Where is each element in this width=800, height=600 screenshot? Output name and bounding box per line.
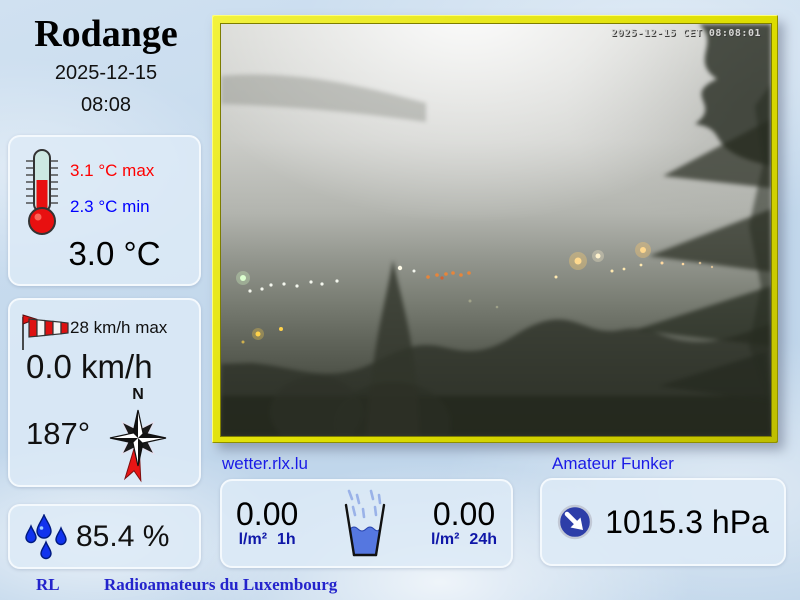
temperature-panel: 3.1 °C max 2.3 °C min 3.0 °C xyxy=(8,135,201,286)
station-date: 2025-12-15 xyxy=(54,62,158,84)
webcam-timestamp: 2025-12-15 CET 08:08:01 xyxy=(611,28,761,39)
wind-max: 28 km/h max xyxy=(70,318,168,337)
amateur-funker-link[interactable]: Amateur Funker xyxy=(552,454,674,473)
wind-direction: 187° xyxy=(26,416,91,451)
humidity-value: 85.4 % xyxy=(76,520,170,553)
pressure-panel: 1015.3 hPa xyxy=(540,478,786,566)
footer-rl-link[interactable]: RL xyxy=(36,575,60,594)
webcam-frame: 2025-12-15 CET 08:08:01 xyxy=(212,15,778,443)
water-drops-icon xyxy=(25,514,67,560)
rain-1h-unit: l/m² xyxy=(238,531,268,549)
pressure-trend-falling-icon xyxy=(557,504,593,540)
temperature-min: 2.3 °C min xyxy=(70,197,150,216)
compass-rose-icon: N xyxy=(109,386,167,483)
wetter-rlx-link[interactable]: wetter.rlx.lu xyxy=(222,454,308,473)
temperature-max: 3.1 °C max xyxy=(70,161,155,180)
rain-1h: 0.00 l/m² 1h xyxy=(236,495,299,550)
webcam-image: 2025-12-15 CET 08:08:01 xyxy=(220,23,772,437)
rain-1h-value: 0.00 xyxy=(236,495,299,532)
wind-speed: 0.0 km/h xyxy=(26,348,153,385)
rain-24h-value: 0.00 xyxy=(432,495,496,532)
page-title: Rodange xyxy=(34,13,178,55)
wind-panel: 28 km/h max 0.0 km/h 187° N xyxy=(8,298,201,487)
compass-north-label: N xyxy=(132,386,144,403)
pressure-value: 1015.3 hPa xyxy=(605,503,769,540)
station-time: 08:08 xyxy=(80,94,132,116)
rain-panel: 0.00 l/m² 1h 0.00 l/m² 24h xyxy=(220,479,513,568)
temperature-current: 3.0 °C xyxy=(68,235,161,272)
thermometer-icon xyxy=(26,149,58,235)
rain-24h-unit: l/m² xyxy=(430,531,460,549)
valley-lights xyxy=(236,242,714,344)
rain-1h-period: 1h xyxy=(277,531,296,549)
rain-gauge-icon xyxy=(344,489,385,556)
rain-24h: 0.00 l/m² 24h xyxy=(430,495,497,550)
windsock-icon xyxy=(22,314,69,350)
rain-24h-period: 24h xyxy=(469,531,497,549)
humidity-panel: 85.4 % xyxy=(8,504,201,569)
footer-org-link[interactable]: Radioamateurs du Luxembourg xyxy=(104,575,338,594)
tree-silhouettes xyxy=(221,24,771,436)
